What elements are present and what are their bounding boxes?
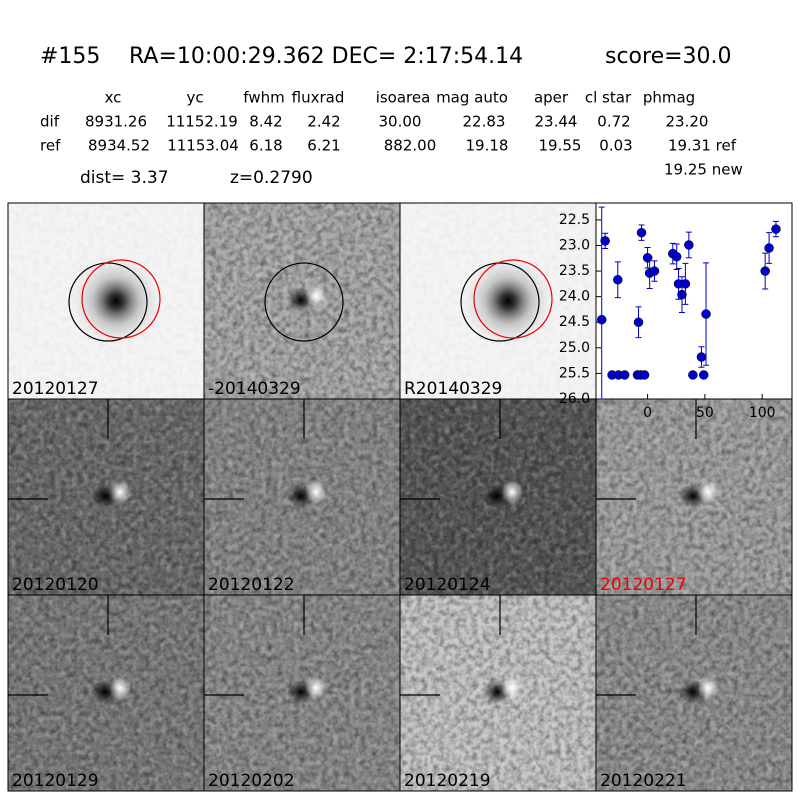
data-point — [639, 370, 650, 380]
table-cell: 30.00 — [379, 113, 422, 131]
light-blob — [697, 480, 719, 504]
table-cell: 23.44 — [535, 113, 578, 131]
stamps: 20120127 -20140329 R20140329 20120120 201201… — [7, 202, 793, 792]
stamp-label: 20120127 — [12, 379, 99, 399]
aperture — [264, 262, 344, 342]
column-header: cl star — [585, 89, 632, 107]
aperture — [460, 262, 540, 342]
light-blob — [109, 676, 131, 700]
stamp-label: R20140329 — [404, 379, 502, 399]
y-tick-label: 23.5 — [559, 263, 590, 279]
light-curve: 22.5 23.0 23.5 24.0 24.5 25.0 25.5 26.0 0 50 100 — [559, 202, 793, 421]
table-cell: 19.31 ref — [668, 137, 737, 155]
table-cell: 882.00 — [384, 137, 437, 155]
light-blob — [305, 676, 327, 700]
stamp-label: 20120127 — [600, 575, 687, 595]
light-blob — [109, 480, 131, 504]
row-label: ref — [40, 137, 61, 155]
data-point — [600, 236, 610, 246]
table-cell: 11153.04 — [167, 137, 239, 155]
data-point — [701, 309, 711, 319]
table-cell: 6.21 — [307, 137, 340, 155]
table-cell: 19.18 — [466, 137, 509, 155]
column-header: yc — [186, 89, 203, 107]
y-tick-label: 26.0 — [559, 391, 590, 407]
stamp-label: 20120129 — [12, 771, 99, 791]
data-point — [677, 289, 687, 300]
data-point — [671, 251, 682, 262]
table-cell: 19.55 — [539, 137, 582, 155]
aperture-ref — [473, 259, 553, 339]
data-point — [680, 279, 691, 289]
data-point — [633, 317, 644, 327]
stamp-label: 20120124 — [404, 575, 491, 595]
stamp-label: 20120120 — [12, 575, 99, 595]
stamp-label: -20140329 — [208, 379, 301, 399]
column-header: isoarea — [376, 89, 431, 107]
y-tick-label: 24.0 — [559, 289, 590, 305]
column-header: mag auto — [436, 89, 508, 107]
candidate-id: #155 — [40, 44, 100, 69]
table-cell: 8931.26 — [85, 113, 147, 131]
plot-area — [595, 202, 793, 400]
column-header: fluxrad — [292, 89, 345, 107]
data-point — [613, 275, 623, 285]
column-header: fwhm — [243, 89, 284, 107]
row-label: dif — [40, 113, 60, 131]
data-point — [636, 227, 647, 238]
data-point — [596, 314, 607, 325]
y-tick-label: 24.5 — [559, 314, 590, 330]
x-tick-label: 100 — [749, 405, 776, 421]
table-cell: 22.83 — [463, 113, 506, 131]
score: score=30.0 — [605, 44, 732, 69]
y-tick-label: 25.0 — [559, 340, 590, 356]
data-point — [696, 352, 707, 362]
data-point — [688, 370, 698, 380]
data-point — [771, 224, 781, 234]
light-blob — [305, 480, 327, 504]
data-point — [764, 243, 774, 253]
coordinates: RA=10:00:29.362 DEC= 2:17:54.14 — [129, 44, 523, 69]
table-cell: 23.20 — [666, 113, 709, 131]
data-point — [684, 240, 694, 250]
y-tick-label: 23.0 — [559, 237, 590, 253]
column-header: phmag — [643, 89, 695, 107]
table-cell: 2.42 — [307, 113, 340, 131]
stamp-border — [595, 594, 793, 792]
aperture — [68, 262, 148, 342]
table-cell: 8.42 — [249, 113, 282, 131]
table-cell: 0.72 — [597, 113, 630, 131]
phmag-new: 19.25 new — [664, 161, 743, 179]
column-header: aper — [534, 89, 569, 107]
column-header: xc — [105, 89, 122, 107]
distance: dist= 3.37 — [80, 168, 169, 188]
stamp-label: 20120219 — [404, 771, 491, 791]
stamp-label: 20120221 — [600, 771, 687, 791]
table-cell: 6.18 — [249, 137, 282, 155]
light-blob — [305, 284, 327, 308]
y-tick-label: 22.5 — [559, 212, 590, 228]
data-point — [649, 266, 660, 276]
data-point — [619, 370, 630, 380]
table-cell: 11152.19 — [166, 113, 238, 131]
y-tick-label: 25.5 — [559, 365, 590, 381]
data-point — [698, 370, 709, 380]
table-cell: 8934.52 — [88, 137, 150, 155]
light-blob — [501, 676, 523, 700]
light-blob — [697, 676, 719, 700]
data-point — [760, 266, 770, 276]
aperture-ref — [81, 259, 161, 339]
stamp-label: 20120202 — [208, 771, 295, 791]
stamp-label: 20120122 — [208, 575, 295, 595]
table-cell: 0.03 — [599, 137, 632, 155]
x-tick-label: 50 — [696, 405, 714, 421]
x-tick-label: 0 — [643, 405, 652, 421]
redshift: z=0.2790 — [230, 168, 313, 188]
light-blob — [501, 480, 523, 504]
